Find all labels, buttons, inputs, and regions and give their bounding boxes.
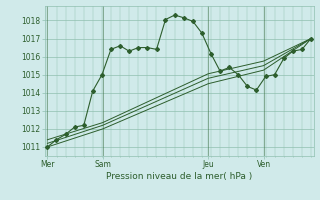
X-axis label: Pression niveau de la mer( hPa ): Pression niveau de la mer( hPa ): [106, 172, 252, 181]
